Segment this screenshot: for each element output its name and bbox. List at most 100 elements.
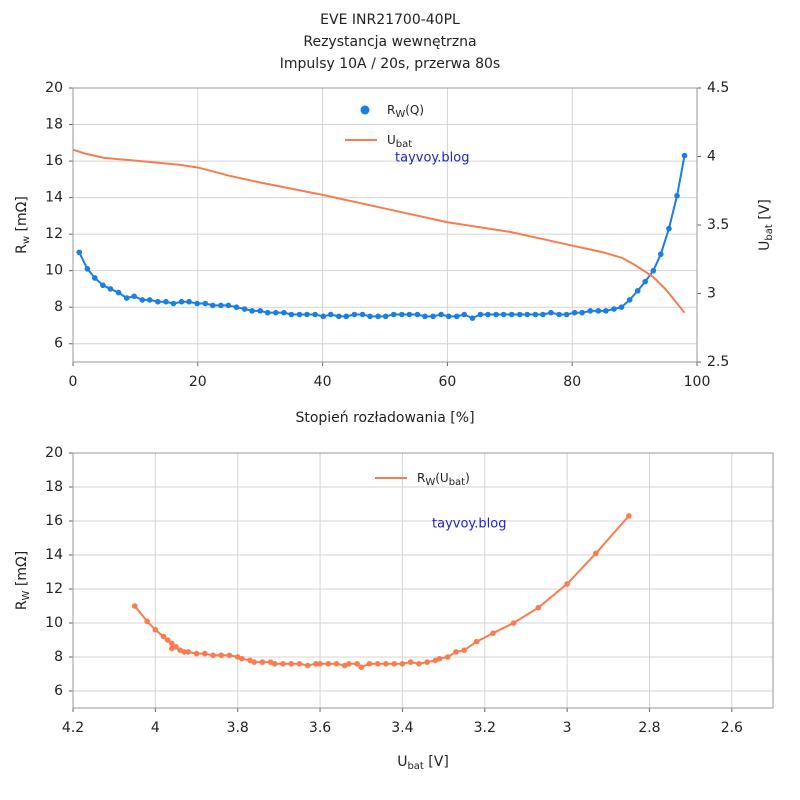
data-point [445, 313, 452, 320]
x-tick-label: 3.4 [391, 720, 413, 736]
chart-title: EVE INR21700-40PL [320, 12, 460, 28]
data-point [473, 638, 480, 645]
data-point [320, 313, 327, 320]
data-point [144, 618, 150, 625]
data-point [510, 620, 517, 626]
data-point [241, 306, 248, 312]
data-point [131, 603, 138, 609]
x-tick-label: 0 [69, 374, 78, 390]
y-tick-label: 20 [45, 445, 63, 461]
data-point [139, 297, 146, 303]
data-point [193, 650, 200, 657]
data-point [359, 311, 366, 318]
y2-axis-label-part: U [757, 241, 773, 251]
y-tick-label: 12 [45, 226, 63, 242]
data-point [336, 313, 342, 320]
data-point [407, 659, 414, 665]
data-point [202, 300, 209, 307]
data-point [251, 659, 257, 665]
data-point [351, 311, 358, 318]
annotation: tayvoy.blog [395, 151, 469, 166]
data-point [563, 311, 570, 318]
data-point [593, 550, 599, 557]
legend-label-part: U [387, 133, 396, 147]
data-point [225, 302, 232, 309]
data-point [485, 311, 491, 318]
x-axis-label-part: Stopień rozładowania [%] [295, 410, 474, 426]
data-point [257, 308, 264, 314]
x-tick-label: 3.8 [227, 720, 249, 736]
x-axis-label-part: bat [407, 761, 423, 772]
data-point [595, 308, 602, 314]
x-tick-label: 60 [438, 374, 456, 390]
y2-tick-label: 3 [707, 286, 716, 302]
data-point [650, 267, 657, 274]
data-point [524, 311, 531, 318]
data-point [374, 661, 381, 667]
data-point [280, 661, 286, 667]
y-axis-label: Rw [mΩ] [14, 196, 32, 254]
data-point [390, 311, 397, 318]
data-point [84, 266, 91, 272]
y-tick-label: 20 [45, 80, 63, 96]
y-tick-label: 14 [45, 190, 63, 206]
series-line [133, 515, 630, 669]
y-tick-label: 8 [54, 649, 63, 665]
data-point [123, 295, 130, 301]
x-axis-label-part: U [397, 754, 407, 770]
x-axis-label-part: [V] [424, 754, 449, 770]
data-point [210, 652, 216, 659]
data-point [152, 627, 159, 633]
data-point [516, 311, 523, 318]
data-point [611, 306, 617, 312]
data-point [343, 313, 350, 320]
data-point [508, 311, 515, 318]
x-tick-label: 4 [151, 720, 160, 736]
legend-label-part: bat [449, 477, 465, 488]
data-point [414, 311, 421, 318]
data-point [382, 313, 389, 320]
data-point [500, 311, 507, 318]
data-point [626, 513, 632, 519]
x-axis-label: Ubat [V] [397, 754, 449, 772]
data-point [304, 311, 310, 318]
data-point [367, 313, 373, 320]
y-tick-label: 18 [45, 117, 63, 133]
data-point [366, 661, 373, 667]
y-tick-label: 12 [45, 581, 63, 597]
y2-tick-label: 3.5 [707, 217, 729, 233]
data-point [556, 311, 562, 318]
x-tick-label: 4.2 [62, 720, 84, 736]
y-tick-label: 10 [45, 615, 63, 631]
y-tick-label: 18 [45, 479, 63, 495]
y-axis-label: RW [mΩ] [14, 551, 32, 610]
legend-label-part: R [417, 471, 425, 485]
x-tick-label: 3 [563, 720, 572, 736]
data-point [296, 311, 303, 318]
data-point [358, 664, 365, 670]
data-point [170, 300, 177, 307]
y-axis-label-part: [mΩ] [14, 196, 30, 236]
legend-label-part: W [395, 109, 405, 120]
y2-tick-label: 2.5 [707, 354, 729, 370]
data-point [333, 661, 340, 667]
legend-label: RW(Ubat) [417, 471, 470, 489]
y-axis-label-part: W [21, 590, 32, 600]
data-point [666, 225, 672, 232]
data-point [453, 313, 460, 320]
x-tick-label: 2.6 [721, 720, 743, 736]
data-point [354, 661, 360, 667]
data-point [424, 659, 430, 665]
data-point [312, 311, 318, 318]
x-tick-label: 80 [563, 374, 581, 390]
series-line [78, 155, 686, 320]
y2-tick-label: 4.5 [707, 80, 729, 96]
data-point [169, 640, 175, 647]
data-point [571, 309, 578, 316]
y2-axis-label: Ubat [V] [757, 199, 775, 251]
legend-label-part: W [425, 477, 435, 488]
data-point [264, 309, 271, 316]
data-point [296, 661, 303, 667]
data-point [100, 282, 106, 289]
